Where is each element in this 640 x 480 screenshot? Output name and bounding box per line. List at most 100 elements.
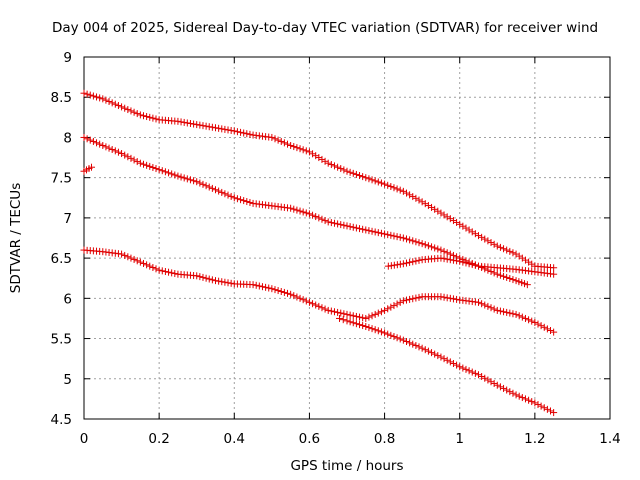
point-track-bottom [390, 333, 398, 341]
point-track-top [330, 162, 338, 170]
point-track-top [177, 118, 185, 126]
point-track-rising [456, 257, 464, 265]
point-track-top [431, 205, 439, 213]
point-track-rising [459, 258, 467, 266]
point-track-second [155, 166, 163, 174]
point-track-second [296, 207, 304, 215]
point-track-second [421, 241, 429, 249]
point-track-second [149, 163, 157, 171]
point-track-second [334, 220, 342, 228]
point-track-third [534, 320, 542, 328]
point-track-bottom [468, 368, 476, 376]
point-track-third [127, 254, 135, 262]
point-track-third [509, 310, 517, 318]
point-track-third [302, 297, 310, 305]
point-isolated-points [88, 163, 96, 171]
point-track-top [80, 89, 88, 97]
point-track-top [490, 240, 498, 248]
point-track-top [136, 111, 144, 119]
point-track-second [96, 140, 104, 148]
point-track-top [459, 222, 467, 230]
point-track-bottom [349, 319, 357, 327]
point-track-third [537, 322, 545, 330]
point-track-bottom [437, 353, 445, 361]
point-track-top [108, 99, 116, 107]
point-track-second [343, 222, 351, 230]
point-track-top [121, 104, 129, 112]
point-track-third [481, 301, 489, 309]
point-track-third [349, 312, 357, 320]
point-track-third [340, 310, 348, 318]
point-track-top [89, 92, 97, 100]
point-track-second [431, 244, 439, 252]
point-track-third [136, 258, 144, 266]
point-track-bottom [490, 379, 498, 387]
point-track-third [227, 279, 235, 287]
point-track-second [114, 148, 122, 156]
point-track-second [121, 151, 129, 159]
point-track-third [493, 306, 501, 314]
point-track-third [315, 302, 323, 310]
point-track-second [86, 136, 94, 144]
point-track-third [205, 275, 213, 283]
point-track-bottom [434, 352, 442, 360]
point-track-third [384, 305, 392, 313]
point-track-third [343, 310, 351, 318]
point-track-bottom [543, 405, 551, 413]
y-tick-label: 7.5 [51, 171, 72, 187]
point-track-top [127, 107, 135, 115]
point-track-bottom [335, 314, 343, 322]
point-track-bottom [384, 330, 392, 338]
point-track-second [212, 186, 219, 194]
point-track-top [221, 125, 229, 133]
point-track-top [334, 163, 342, 171]
point-track-third [218, 278, 226, 286]
point-track-second [324, 218, 332, 226]
point-track-third [368, 312, 376, 320]
point-track-bottom [453, 361, 461, 369]
point-track-second [108, 146, 116, 154]
point-track-third [318, 304, 326, 312]
point-track-top [356, 172, 364, 180]
point-track-third [265, 284, 273, 292]
point-track-second [443, 249, 451, 257]
chart-title: Day 004 of 2025, Sidereal Day-to-day VTE… [52, 20, 598, 36]
point-track-top [296, 145, 304, 153]
point-track-top [83, 90, 91, 98]
point-track-top [218, 125, 226, 133]
point-track-bottom [339, 316, 347, 324]
point-track-top [102, 96, 110, 104]
point-track-second [139, 160, 147, 168]
point-track-second [309, 211, 317, 219]
point-track-third [312, 301, 320, 309]
point-track-rising [437, 254, 445, 262]
point-track-third [547, 327, 555, 335]
point-track-bottom [352, 320, 360, 328]
point-track-second [387, 231, 395, 239]
x-tick-label: 0.8 [374, 431, 395, 447]
point-track-top [421, 200, 429, 208]
point-track-bottom [446, 358, 454, 366]
point-track-top [496, 243, 504, 251]
point-track-top [462, 224, 470, 232]
point-track-rising [415, 256, 423, 264]
x-tick-label: 1.2 [524, 431, 545, 447]
point-track-bottom [462, 365, 470, 373]
point-track-second [183, 175, 191, 183]
point-track-second [406, 236, 414, 244]
point-track-second [440, 247, 448, 255]
x-tick-label: 1 [455, 431, 464, 447]
point-track-second [246, 198, 254, 206]
point-track-second [371, 228, 379, 236]
point-track-second [177, 173, 185, 181]
point-track-third [543, 325, 551, 333]
point-track-second [340, 221, 348, 229]
point-track-rising [471, 261, 479, 269]
point-track-second [105, 144, 113, 152]
point-track-third [374, 309, 382, 317]
point-track-rising [440, 255, 448, 263]
point-track-third [305, 298, 313, 306]
point-track-top [365, 175, 373, 183]
point-track-third [224, 279, 232, 287]
point-track-second [102, 143, 110, 151]
